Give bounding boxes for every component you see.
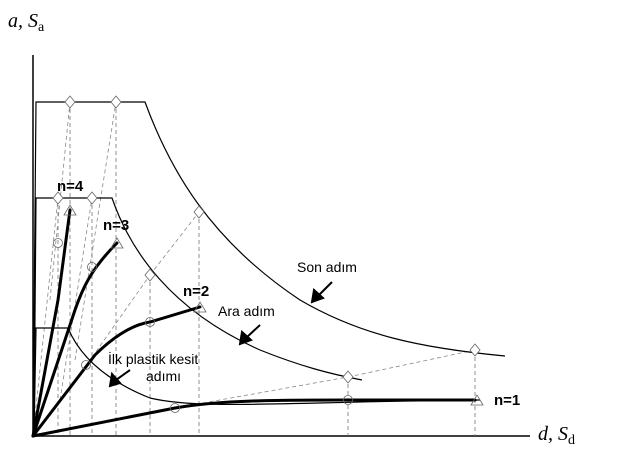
dashed-diagonals [32,101,476,437]
circle-markers [53,238,353,413]
arrows [108,281,333,388]
spectrum-ilk-adim [33,327,481,437]
x-axis-label: d, Sd [538,423,575,448]
label-n3: n=3 [103,217,129,234]
dashed-verticals [57,102,476,436]
arrow-son-adim [317,281,333,297]
demand-spectra [32,101,506,437]
capacity-curve-n3 [31,241,119,438]
arrow-ilk-adim [115,369,131,381]
capacity-curve-n4 [31,208,72,438]
spectrum-son-adim [32,101,506,437]
capacity-curve-n1 [31,398,477,438]
arrow-ara-adim [245,324,261,339]
label-n1: n=1 [494,392,520,409]
diamond-markers [52,95,481,384]
label-n4: n=4 [57,178,84,195]
label-ilk-plastik-2: adımı [146,368,181,384]
label-ilk-plastik-1: İlk plastik kesit [108,350,198,367]
triangle-markers [63,204,484,406]
label-ara-adim: Ara adım [218,303,275,319]
spectrum-ara-adim [33,197,363,437]
label-n2: n=2 [183,283,209,300]
label-son-adim: Son adım [297,259,357,275]
y-axis-label: a, Sa [8,10,45,35]
capacity-curve-n2 [31,305,202,438]
capacity-curves [31,208,477,438]
